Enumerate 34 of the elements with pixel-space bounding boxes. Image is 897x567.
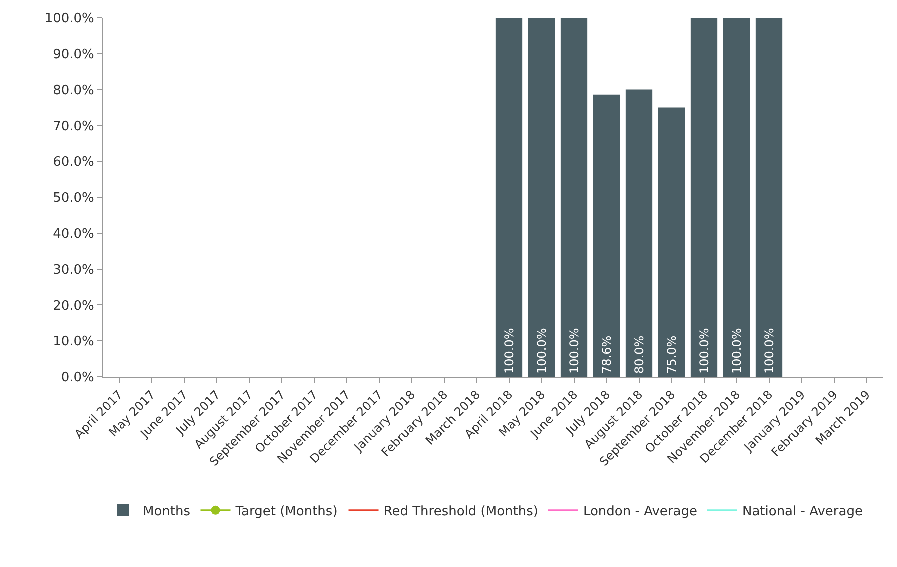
y-tick-label: 50.0% [53,191,94,206]
legend-label: Months [143,504,191,520]
bar [528,18,556,377]
y-tick-label: 30.0% [53,262,94,278]
legend-label: Red Threshold (Months) [384,504,538,520]
data-label: 100.0% [534,328,549,374]
bar [626,90,653,377]
bar [756,18,783,377]
legend-label: National - Average [742,504,863,520]
y-tick-label: 0.0% [61,370,94,386]
data-label: 100.0% [762,328,776,374]
y-tick-label: 90.0% [53,47,94,62]
y-tick-label: 100.0% [44,12,94,27]
data-label: 100.0% [730,328,744,374]
bar [723,18,750,377]
data-label: 100.0% [502,328,516,374]
bar [658,108,686,377]
y-tick-label: 20.0% [53,298,94,314]
data-label: 100.0% [697,328,712,374]
bar [560,18,588,377]
y-tick-label: 60.0% [53,155,94,170]
bar [593,94,620,377]
y-tick-label: 70.0% [53,119,94,134]
bar [496,18,523,377]
data-label: 75.0% [664,336,679,374]
y-tick-label: 80.0% [53,83,94,98]
bar [690,18,718,377]
data-label: 78.6% [600,336,614,374]
y-tick-label: 10.0% [53,334,94,350]
y-tick-label: 40.0% [53,226,94,242]
data-label: 100.0% [567,328,582,374]
legend-label: Target (Months) [234,504,338,520]
legend-label: London - Average [583,504,698,520]
data-label: 80.0% [632,336,646,374]
